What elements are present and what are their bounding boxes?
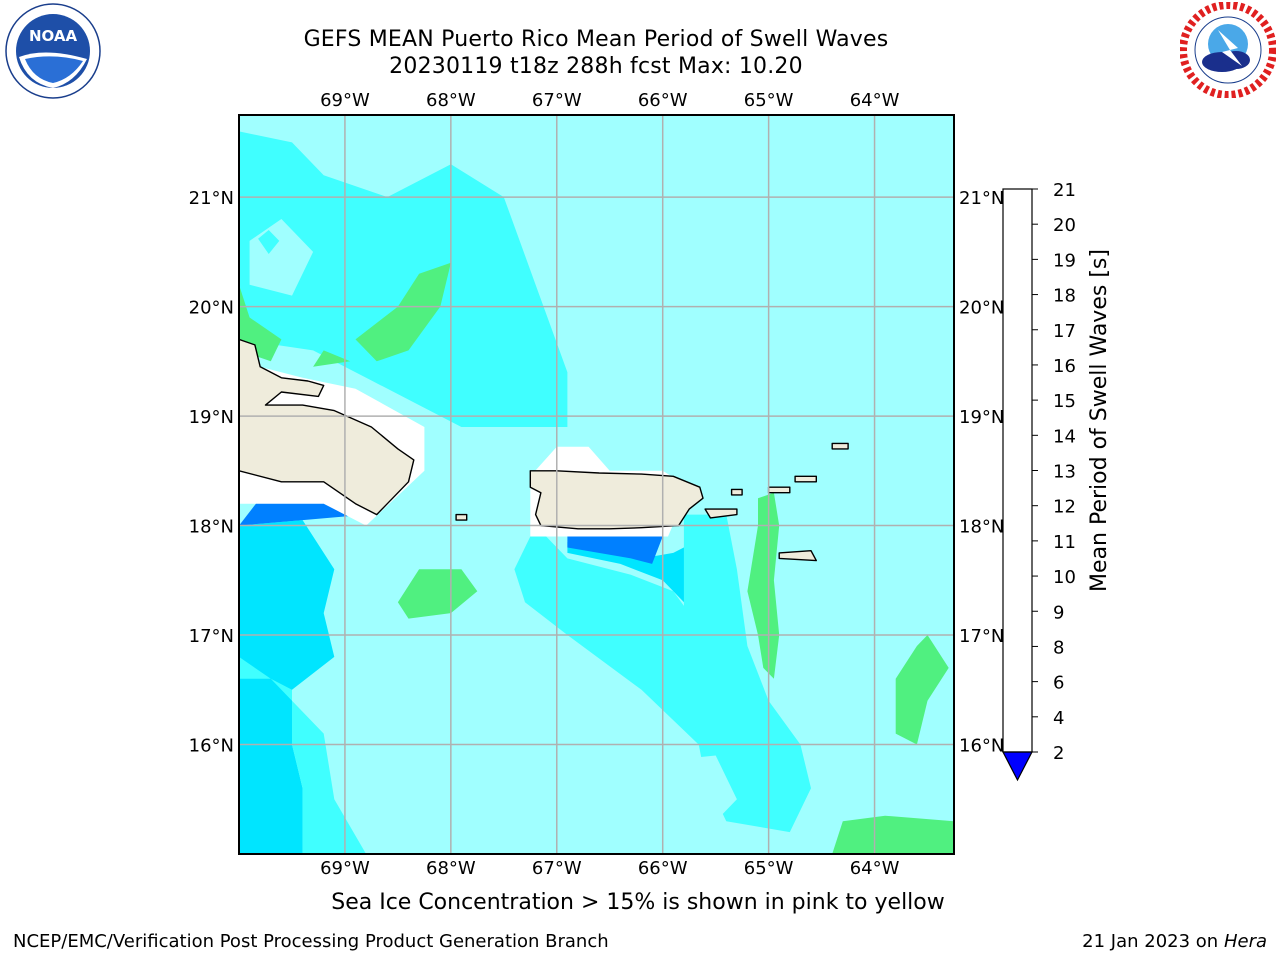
hispaniola-east-landmass [239, 338, 415, 516]
lat-tick-label-right: 18°N [959, 517, 1004, 538]
noaa-emblem-icon: NOAA [5, 3, 101, 99]
tortola-island [794, 475, 817, 483]
swell-period-9-10-southeast-patch [832, 815, 954, 854]
swell-period-6-8-south-east [683, 514, 811, 833]
lon-tick-label-top: 64°W [850, 90, 900, 111]
lat-tick-label-left: 18°N [189, 517, 234, 538]
lon-tick-label-bottom: 65°W [744, 858, 794, 879]
lon-tick-label-top: 68°W [426, 90, 476, 111]
colorbar-tick-label: 9 [1053, 602, 1064, 623]
swell-period-6-8-northwest [239, 131, 568, 427]
map-title: GEFS MEAN Puerto Rico Mean Period of Swe… [303, 27, 889, 52]
colorbar-frame [1002, 188, 1033, 753]
axis-tick-labels: 69°W 69°W 68°W 68°W 67°W 67°W 66°W 66°W 65°W 65°W… [189, 90, 1005, 879]
lat-tick-label-right: 19°N [959, 407, 1004, 428]
lat-tick-label-left: 19°N [189, 407, 234, 428]
lat-tick-label-left: 21°N [189, 188, 234, 209]
footer-machine: Hera [1223, 931, 1267, 952]
swell-period-9-10-south-patch [397, 569, 478, 619]
lon-tick-label-top: 67°W [532, 90, 582, 111]
colorbar-tick-label: 17 [1053, 321, 1076, 342]
swell-period-2-4-south-pr [567, 542, 700, 614]
colorbar-tick-label: 15 [1053, 391, 1076, 412]
mona-island [455, 513, 468, 521]
lat-tick-label-right: 20°N [959, 298, 1004, 319]
colorbar-tick-label: 18 [1053, 286, 1076, 307]
colorbar-tick-label: 10 [1053, 567, 1076, 588]
noaa-logo-text: NOAA [29, 27, 78, 45]
colorbar-tick-label: 2 [1053, 743, 1064, 764]
swell-period-4-6-southwest [239, 656, 367, 854]
land-masses [239, 338, 849, 562]
swell-period-9-10-sliver [313, 350, 351, 367]
colorbar-title: Mean Period of Swell Waves [s] [1087, 249, 1112, 592]
lat-tick-label-right: 21°N [959, 188, 1004, 209]
footer-date-text: 21 Jan 2023 on [1082, 931, 1224, 952]
lon-tick-label-bottom: 69°W [320, 858, 370, 879]
colorbar-tick-label: 21 [1053, 180, 1076, 201]
swell-period-8-9-south-light [376, 744, 462, 822]
colorbar-tick-label: 13 [1053, 462, 1076, 483]
swell-period-9-10-patch-hispaniola [239, 284, 282, 362]
lat-tick-label-left: 20°N [189, 298, 234, 319]
sea-ice-note: Sea Ice Concentration > 15% is shown in … [331, 890, 945, 915]
swell-period-4-6-coastal-strip [514, 525, 748, 761]
nws-logo [1179, 1, 1277, 99]
footer-credit: NCEP/EMC/Verification Post Processing Pr… [13, 931, 609, 952]
swell-period-8-9-small [387, 646, 414, 668]
noaa-logo: NOAA [5, 3, 101, 99]
colorbar-tick-label: 4 [1053, 708, 1064, 729]
swell-period-0-2-pr-south [567, 536, 663, 564]
anegada-island [831, 442, 849, 450]
swell-period-contours [239, 131, 954, 854]
nws-emblem-icon [1179, 1, 1277, 99]
vieques-island [704, 508, 738, 519]
lat-lon-grid [239, 115, 954, 854]
st-croix-island [778, 550, 817, 562]
colorbar-tick-label: 19 [1053, 250, 1076, 271]
colorbar-under-triangle [1002, 751, 1033, 782]
colorbar-tick-label: 14 [1053, 426, 1076, 447]
swell-period-4-6-spot [258, 230, 280, 254]
colorbar-tick-label: 11 [1053, 532, 1076, 553]
lon-tick-label-bottom: 64°W [850, 858, 900, 879]
st-thomas-island [767, 486, 791, 494]
lon-tick-label-top: 69°W [320, 90, 370, 111]
colorbar-tick-label: 6 [1053, 673, 1064, 694]
footer-date: 21 Jan 2023 on Hera [1082, 931, 1267, 952]
swell-period-9-10-virgin-strip [747, 492, 780, 679]
colorbar-tick-label: 16 [1053, 356, 1076, 377]
culebra-island [730, 488, 743, 496]
lat-tick-label-left: 16°N [189, 736, 234, 757]
colorbar-tick-label: 20 [1053, 215, 1076, 236]
lon-tick-label-bottom: 68°W [426, 858, 476, 879]
lat-tick-label-right: 16°N [959, 736, 1004, 757]
lon-tick-label-bottom: 67°W [532, 858, 582, 879]
lat-tick-label-left: 17°N [189, 626, 234, 647]
map-subtitle: 20230119 t18z 288h fcst Max: 10.20 [389, 54, 803, 79]
lat-tick-label-right: 17°N [959, 626, 1004, 647]
colorbar: 2 4 6 8 9 10 11 12 13 14 15 16 17 18 19 20 21 Mean Period… [1002, 180, 1112, 782]
lon-tick-label-bottom: 66°W [638, 858, 688, 879]
swell-period-9-10-patch-north [355, 262, 451, 362]
swell-period-8-9-southeast-light [641, 755, 737, 822]
map-frame [238, 114, 955, 855]
colorbar-tick-label: 12 [1053, 497, 1076, 518]
lon-tick-label-top: 66°W [638, 90, 688, 111]
swell-period-9-10-east-patch [895, 635, 949, 745]
lon-tick-label-top: 65°W [744, 90, 794, 111]
colorbar-tick-label: 8 [1053, 637, 1064, 658]
